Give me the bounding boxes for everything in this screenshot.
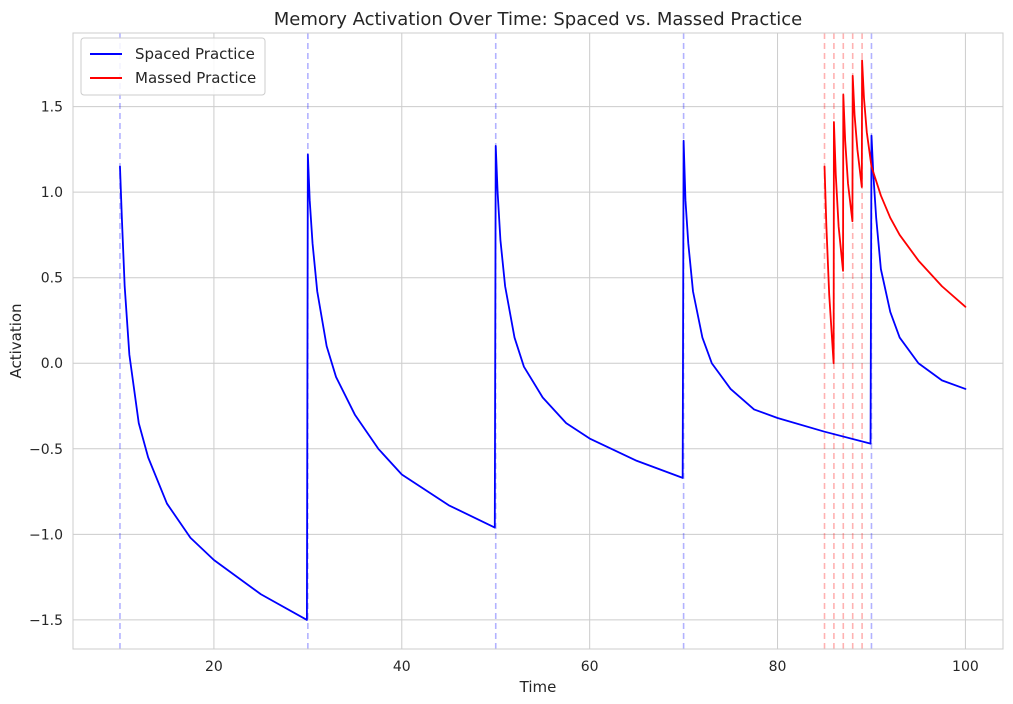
x-tick-label: 80 <box>769 659 787 675</box>
series-line-massed-practice <box>823 59 967 365</box>
y-axis-label: Activation <box>7 303 25 378</box>
chart-title: Memory Activation Over Time: Spaced vs. … <box>274 9 803 30</box>
y-tick-label: −1.5 <box>29 613 63 629</box>
x-axis-label: Time <box>519 678 557 696</box>
y-tick-label: 1.5 <box>41 100 63 116</box>
y-tick-label: −0.5 <box>29 442 63 458</box>
x-tick-label: 20 <box>205 659 223 675</box>
x-tick-label: 100 <box>952 659 979 675</box>
legend: Spaced Practice Massed Practice <box>80 37 266 96</box>
x-tick-label: 40 <box>393 659 411 675</box>
y-tick-label: 0.5 <box>41 271 63 287</box>
legend-box <box>80 37 266 96</box>
legend-label-spaced-practice: Spaced Practice <box>135 45 255 63</box>
plot-frame <box>72 32 1004 650</box>
data-series <box>119 59 967 621</box>
plot-background <box>73 33 1003 649</box>
grid-lines <box>73 33 1003 649</box>
series-line-spaced-practice <box>119 134 967 621</box>
tick-labels: 20 40 60 80 100 −1.5 −1.0 −0.5 0.0 0.5 1.0 1.5 <box>29 100 979 675</box>
y-tick-label: 1.0 <box>41 185 63 201</box>
y-tick-label: −1.0 <box>29 527 63 543</box>
legend-label-massed-practice: Massed Practice <box>135 69 256 87</box>
y-tick-label: 0.0 <box>41 356 63 372</box>
x-tick-label: 60 <box>581 659 599 675</box>
